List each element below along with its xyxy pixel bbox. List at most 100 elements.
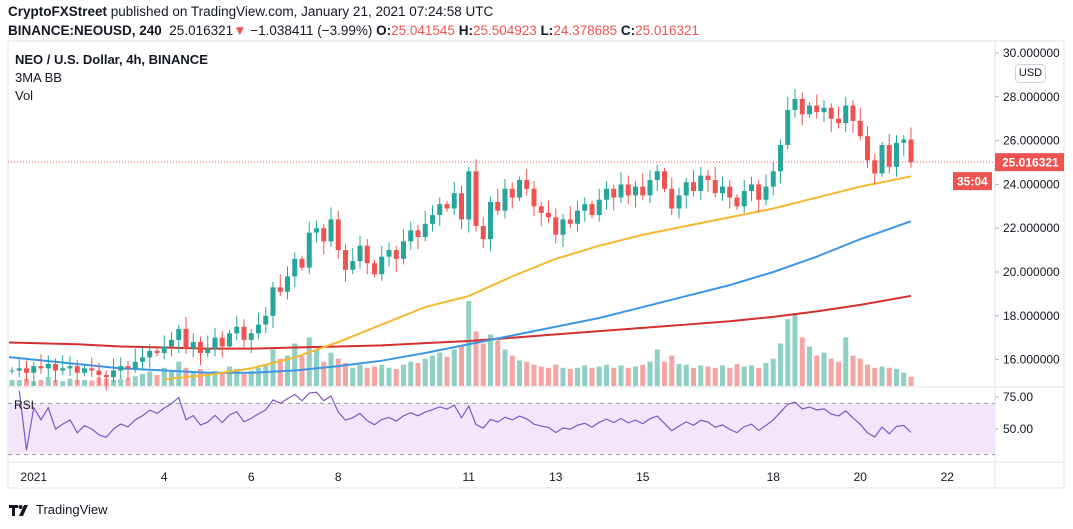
candle (473, 159, 479, 232)
volume-bar (473, 331, 479, 386)
currency-button[interactable]: USD (1015, 64, 1046, 83)
candle-body (473, 171, 479, 227)
candle-body (865, 136, 870, 161)
candle-body (785, 109, 791, 145)
candle (38, 354, 44, 374)
candle (147, 344, 153, 369)
candle-body (763, 186, 769, 200)
candle-body (575, 210, 580, 224)
candle (111, 358, 116, 383)
volume-bar (560, 367, 566, 386)
volume-bar (321, 361, 327, 386)
candle-body (386, 250, 392, 257)
candle-body (60, 368, 66, 371)
candle (879, 141, 885, 177)
rsi-tick-label: 50.00 (1003, 422, 1033, 436)
candle-body (770, 171, 776, 187)
candle (372, 259, 377, 278)
candle-body (256, 324, 261, 334)
volume-bar (894, 369, 899, 386)
rsi-pane (8, 402, 995, 456)
low-value: 24.378685 (553, 23, 618, 38)
volume-bar (248, 370, 254, 386)
candle (285, 266, 290, 300)
candle-body (778, 144, 783, 172)
candle-body (111, 370, 116, 378)
volume-bar (756, 367, 762, 386)
candle-body (654, 171, 660, 181)
ma-line-fast (164, 175, 912, 381)
volume-bar (328, 352, 334, 386)
candle-body (799, 98, 805, 115)
candle (16, 357, 22, 378)
volume-bar (350, 367, 356, 386)
candle (169, 332, 174, 357)
candle-body (103, 374, 109, 378)
volume-bar (480, 343, 486, 386)
candle (480, 217, 486, 248)
volume-bar (198, 369, 203, 386)
candle (640, 173, 646, 200)
volume-bar (807, 346, 812, 386)
candle-body (901, 139, 907, 143)
legend-title[interactable]: NEO / U.S. Dollar, 4h, BINANCE (15, 52, 208, 67)
candle-body (277, 287, 283, 292)
candle-body (24, 368, 29, 373)
brand-name: TradingView (36, 502, 108, 517)
volume-bar (277, 358, 283, 386)
candle (205, 335, 211, 358)
candle-body (314, 228, 319, 233)
legend-indicator-3ma-bb[interactable]: 3MA BB (15, 70, 62, 85)
candles (9, 89, 914, 391)
candle-body (553, 217, 559, 235)
volume-bar (604, 364, 609, 386)
candle (45, 355, 51, 378)
price-tick-label: 22.000000 (1003, 221, 1060, 235)
volume-bar (140, 373, 145, 386)
candle (190, 333, 196, 358)
candle-body (147, 350, 153, 358)
volume-bar (502, 349, 508, 386)
volume-bar (176, 361, 182, 386)
candle-body (727, 186, 733, 198)
candle (364, 239, 370, 275)
candle-body (198, 342, 203, 354)
candle-body (415, 230, 421, 237)
volume-bar (437, 352, 443, 386)
candle (31, 361, 37, 386)
candle-body (299, 258, 305, 268)
volume-bar (821, 352, 827, 386)
candle (292, 252, 298, 288)
volume-bar (408, 361, 414, 386)
candle-body (430, 215, 435, 224)
volume-bar (118, 379, 124, 386)
volume-bar (625, 367, 631, 386)
volume-bar (727, 367, 733, 386)
time-tick-label: 15 (636, 470, 650, 484)
candle (212, 327, 218, 357)
volume-bar (633, 366, 638, 386)
candle-body (509, 188, 515, 198)
volume-bar (647, 361, 653, 386)
candle-body (480, 226, 486, 240)
legend-indicator-vol[interactable]: Vol (15, 88, 34, 103)
candle-body (422, 223, 428, 237)
tradingview-logo[interactable]: TradingView (8, 502, 108, 517)
volume-bar (67, 378, 73, 386)
candle-body (393, 250, 399, 259)
candle-body (459, 193, 464, 220)
volume-bar (538, 366, 544, 386)
candle (633, 181, 638, 208)
candle-body (792, 98, 798, 110)
candle (422, 210, 428, 242)
candle (277, 274, 283, 297)
candle (546, 200, 551, 223)
price-tick-label: 18.000000 (1003, 309, 1060, 323)
candle (589, 200, 595, 219)
published-text: published on TradingView.com, January 21… (110, 4, 494, 19)
candle (335, 210, 341, 259)
candle (357, 235, 363, 269)
candle-body (125, 366, 131, 369)
candle (82, 365, 87, 377)
